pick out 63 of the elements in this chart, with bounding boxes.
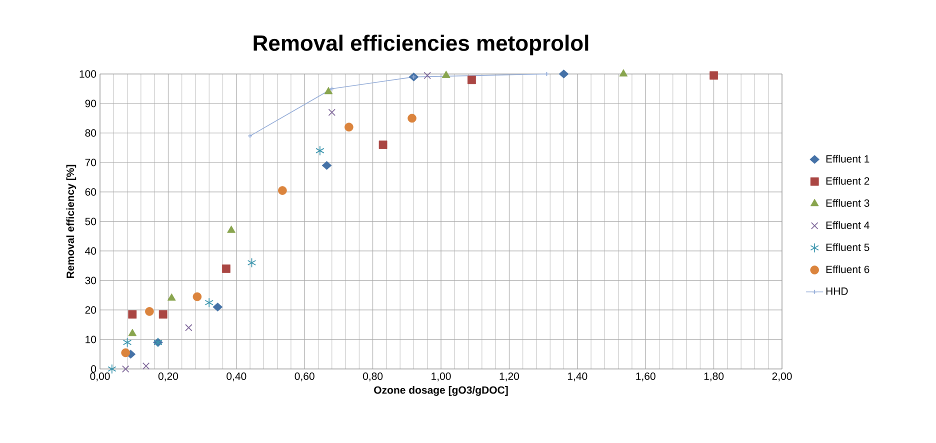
point [167,293,176,301]
x-tick-label: 1,20 [500,372,520,382]
point [108,364,116,374]
y-tick-label: 0 [91,365,96,373]
point [558,70,569,78]
point [710,71,718,80]
x-tick-label: 1,00 [432,372,451,382]
legend-label: Effluent 1 [826,154,870,163]
point [316,146,324,156]
point [247,258,256,268]
x-tick-label: 2,00 [772,372,792,382]
point [145,307,154,316]
legend-label: HHD [826,288,848,295]
y-tick-label: 90 [85,100,96,108]
point [408,114,416,123]
point [204,298,214,308]
x-tick-label: 0,60 [294,372,314,382]
point [122,365,130,373]
chart-title: Removal efficiencies metoprolol [254,34,588,56]
point [142,362,150,370]
legend-label: Effluent 4 [826,221,870,229]
y-axis-title: Removal efficiency [%] [66,164,76,278]
point [128,328,137,336]
point [185,324,192,332]
x-tick-label: 0,40 [226,372,246,382]
legend-label: Effluent 3 [826,199,870,207]
point [192,292,202,302]
point [324,86,333,94]
x-tick-label: 1,40 [568,372,588,382]
y-tick-label: 20 [85,306,96,314]
point [121,348,130,358]
legend-label: Effluent 2 [826,177,870,185]
point [278,186,287,195]
x-tick-label: 0,20 [158,372,178,382]
y-tick-label: 30 [85,276,96,284]
y-tick-label: 80 [85,129,96,137]
point [442,70,450,78]
x-tick-label: 0,80 [362,372,383,382]
point [122,337,132,348]
x-tick-label: 1,80 [704,372,724,382]
point [158,310,168,319]
point [322,161,332,170]
y-tick-label: 60 [85,188,96,196]
point [468,76,476,84]
point [328,108,336,116]
point [128,310,137,319]
y-tick-label: 40 [85,247,96,255]
point [227,226,236,233]
x-tick-label: 1,60 [636,372,656,382]
y-tick-label: 100 [80,70,96,78]
y-tick-label: 70 [85,158,96,166]
point [424,72,431,80]
point [212,302,223,312]
x-axis-title: Ozone dosage [gO3/gDOC] [374,386,508,396]
point [619,69,628,76]
legend-label: Effluent 6 [826,265,870,274]
point [344,122,354,132]
y-tick-label: 10 [86,336,96,344]
x-tick-label: 0,00 [90,372,110,382]
y-tick-label: 50 [85,218,96,226]
point [378,140,388,149]
legend-label: Effluent 5 [826,243,870,252]
point [222,264,230,273]
